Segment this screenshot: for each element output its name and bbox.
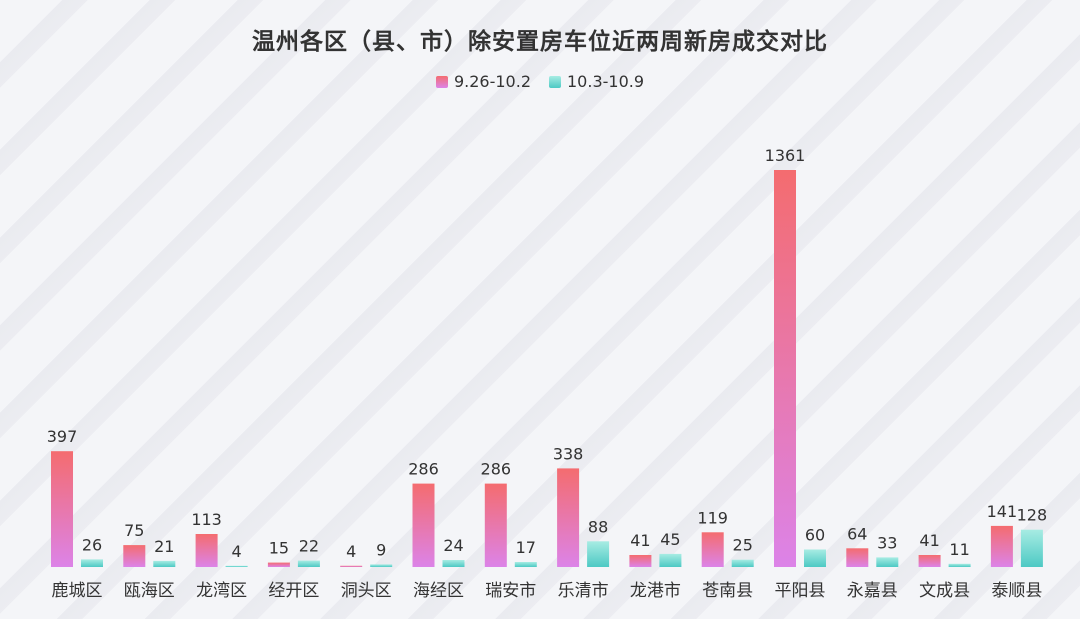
bar-series1-洞头区	[340, 565, 363, 567]
bar-series2-经开区	[297, 560, 320, 567]
x-tick-label-文成县: 文成县	[919, 581, 970, 601]
data-label-series2-永嘉县: 33	[877, 533, 897, 552]
x-tick-label-龙港市: 龙港市	[630, 581, 681, 601]
bar-series1-文成县	[918, 555, 941, 567]
chart-title: 温州各区（县、市）除安置房车位近两周新房成交对比	[252, 29, 828, 55]
legend-swatch-series-2	[549, 75, 561, 88]
data-label-series1-洞头区: 4	[346, 542, 356, 561]
x-tick-label-龙湾区: 龙湾区	[196, 581, 247, 601]
x-tick-label-瑞安市: 瑞安市	[485, 581, 536, 601]
bar-series1-瑞安市	[484, 483, 507, 567]
legend-label-series-1: 9.26-10.2	[453, 72, 531, 91]
data-label-series2-龙湾区: 4	[232, 542, 242, 561]
bar-series1-苍南县	[701, 532, 724, 567]
data-label-series1-苍南县: 119	[697, 508, 728, 527]
bar-series2-平阳县	[804, 549, 826, 567]
bar-series1-瓯海区	[123, 545, 146, 567]
data-label-series1-泰顺县: 141	[987, 502, 1018, 521]
bar-series2-泰顺县	[1020, 529, 1043, 567]
x-tick-label-洞头区: 洞头区	[341, 581, 392, 601]
legend-swatch-series-1	[435, 75, 448, 88]
data-label-series1-鹿城区: 397	[47, 427, 78, 446]
bar-series1-经开区	[267, 562, 290, 567]
data-label-series2-洞头区: 9	[376, 540, 386, 559]
bar-series1-鹿城区	[51, 451, 73, 567]
data-label-series1-乐清市: 338	[553, 444, 584, 463]
legend: 9.26-10.2 10.3-10.9	[0, 72, 1080, 91]
bar-series2-鹿城区	[81, 559, 103, 567]
data-label-series1-平阳县: 1361	[765, 146, 806, 165]
data-label-series2-瓯海区: 21	[154, 537, 174, 556]
data-label-series1-经开区: 15	[269, 539, 289, 558]
bar-series2-龙湾区	[225, 565, 248, 567]
bar-series2-洞头区	[370, 564, 393, 567]
x-tick-label-泰顺县: 泰顺县	[991, 581, 1042, 601]
data-label-series2-泰顺县: 128	[1017, 506, 1048, 525]
bar-series2-永嘉县	[876, 557, 899, 567]
x-tick-label-平阳县: 平阳县	[775, 581, 826, 601]
data-label-series2-文成县: 11	[949, 540, 969, 559]
bar-series1-永嘉县	[846, 548, 869, 567]
x-tick-label-经开区: 经开区	[268, 581, 319, 601]
data-label-series2-苍南县: 25	[733, 536, 753, 555]
bar-series1-平阳县	[774, 170, 796, 567]
bar-series2-乐清市	[587, 541, 610, 567]
bar-series2-龙港市	[659, 553, 682, 567]
bar-series2-海经区	[442, 560, 465, 567]
x-tick-label-鹿城区: 鹿城区	[52, 581, 103, 601]
legend-label-series-2: 10.3-10.9	[567, 72, 645, 91]
data-label-series2-鹿城区: 26	[82, 535, 102, 554]
bar-series2-瓯海区	[153, 560, 176, 567]
bar-series2-苍南县	[731, 559, 754, 567]
bar-series2-文成县	[948, 563, 971, 567]
data-label-series2-龙港市: 45	[660, 530, 680, 549]
x-tick-label-永嘉县: 永嘉县	[847, 581, 898, 601]
x-tick-label-乐清市: 乐清市	[558, 581, 609, 601]
x-tick-label-海经区: 海经区	[413, 581, 464, 601]
bar-series1-龙港市	[629, 555, 652, 567]
legend-item-series-2: 10.3-10.9	[549, 72, 644, 91]
legend-item-series-1: 9.26-10.2	[435, 72, 531, 91]
bar-series1-乐清市	[557, 468, 580, 567]
data-label-series2-乐清市: 88	[588, 517, 608, 536]
x-tick-label-苍南县: 苍南县	[702, 581, 753, 601]
x-tick-label-瓯海区: 瓯海区	[124, 581, 175, 601]
bar-series2-瑞安市	[514, 562, 537, 567]
bar-series1-海经区	[412, 483, 435, 567]
data-label-series1-瑞安市: 286	[481, 460, 512, 479]
data-label-series2-瑞安市: 17	[516, 538, 536, 557]
data-label-series1-龙港市: 41	[630, 531, 650, 550]
data-label-series1-龙湾区: 113	[191, 510, 222, 529]
data-label-series1-文成县: 41	[919, 531, 939, 550]
bar-series1-泰顺县	[990, 525, 1013, 567]
data-label-series1-永嘉县: 64	[847, 524, 867, 543]
data-label-series2-海经区: 24	[443, 536, 463, 555]
data-label-series2-平阳县: 60	[805, 526, 825, 545]
bar-series1-龙湾区	[195, 534, 218, 567]
data-label-series2-经开区: 22	[299, 537, 319, 556]
data-label-series1-海经区: 286	[408, 460, 439, 479]
data-label-series1-瓯海区: 75	[124, 521, 144, 540]
